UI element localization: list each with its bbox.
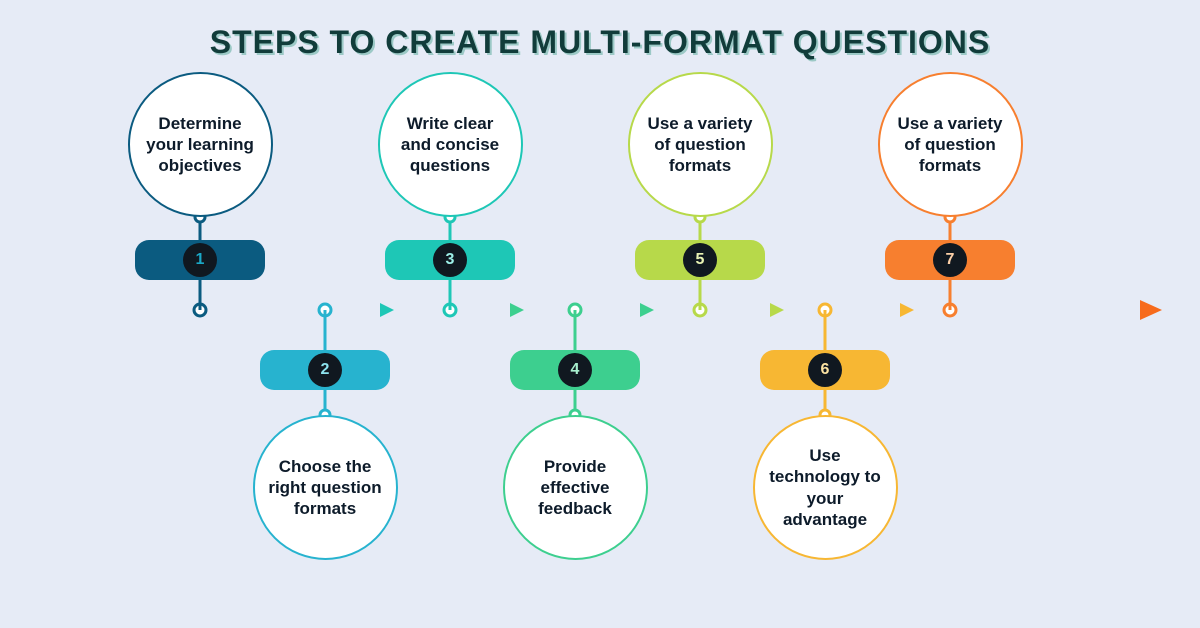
step-label: Write clear and concise questions (390, 113, 511, 177)
step-label: Use a variety of question formats (890, 113, 1011, 177)
step-label: Provide effective feedback (515, 456, 636, 520)
step-bubble: Use technology to your advantage (753, 415, 898, 560)
step-bubble: Provide effective feedback (503, 415, 648, 560)
step-number: 4 (558, 353, 592, 387)
step-number: 2 (308, 353, 342, 387)
step-label: Use technology to your advantage (765, 445, 886, 530)
step-number: 3 (433, 243, 467, 277)
step-pill: 5 (635, 240, 765, 280)
step-number: 7 (933, 243, 967, 277)
step-bubble: Choose the right question formats (253, 415, 398, 560)
step-bubble: Determine your learning objectives (128, 72, 273, 217)
step-number: 6 (808, 353, 842, 387)
step-pill: 3 (385, 240, 515, 280)
step-pill: 2 (260, 350, 390, 390)
step-pill: 6 (760, 350, 890, 390)
step-label: Determine your learning objectives (140, 113, 261, 177)
step-bubble: Use a variety of question formats (628, 72, 773, 217)
step-label: Use a variety of question formats (640, 113, 761, 177)
step-bubble: Use a variety of question formats (878, 72, 1023, 217)
step-pill: 4 (510, 350, 640, 390)
step-number: 5 (683, 243, 717, 277)
step-pill: 1 (135, 240, 265, 280)
step-pill: 7 (885, 240, 1015, 280)
step-label: Choose the right question formats (265, 456, 386, 520)
step-number: 1 (183, 243, 217, 277)
step-bubble: Write clear and concise questions (378, 72, 523, 217)
